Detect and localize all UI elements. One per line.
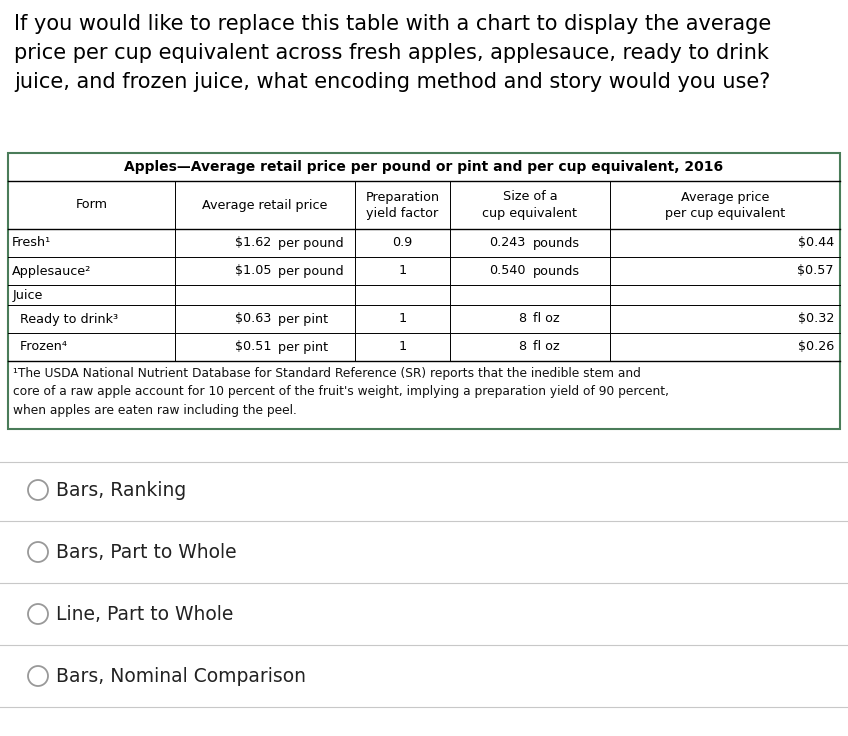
Text: per pint: per pint <box>278 341 328 353</box>
Text: Bars, Nominal Comparison: Bars, Nominal Comparison <box>56 667 306 685</box>
Text: Frozen⁴: Frozen⁴ <box>12 341 67 353</box>
Text: ¹The USDA National Nutrient Database for Standard Reference (SR) reports that th: ¹The USDA National Nutrient Database for… <box>13 367 669 417</box>
Text: Applesauce²: Applesauce² <box>12 264 92 277</box>
Text: 8: 8 <box>518 313 526 325</box>
Text: per pound: per pound <box>278 236 343 250</box>
Bar <box>8 153 840 429</box>
Text: per pound: per pound <box>278 264 343 277</box>
Text: Average price
per cup equivalent: Average price per cup equivalent <box>665 191 785 219</box>
Text: Bars, Part to Whole: Bars, Part to Whole <box>56 542 237 562</box>
Text: 8: 8 <box>518 341 526 353</box>
Text: Fresh¹: Fresh¹ <box>12 236 51 250</box>
Text: fl oz: fl oz <box>533 341 560 353</box>
Text: $0.44: $0.44 <box>798 236 834 250</box>
Text: pounds: pounds <box>533 264 580 277</box>
Text: per pint: per pint <box>278 313 328 325</box>
Text: 0.243: 0.243 <box>489 236 526 250</box>
Text: Juice: Juice <box>13 289 43 302</box>
Text: $0.26: $0.26 <box>798 341 834 353</box>
Text: Size of a
cup equivalent: Size of a cup equivalent <box>483 191 577 219</box>
Text: fl oz: fl oz <box>533 313 560 325</box>
Text: 0.540: 0.540 <box>489 264 526 277</box>
Text: $1.62: $1.62 <box>235 236 271 250</box>
Text: 1: 1 <box>399 313 406 325</box>
Text: $0.51: $0.51 <box>235 341 271 353</box>
Text: Ready to drink³: Ready to drink³ <box>12 313 118 325</box>
Text: Form: Form <box>75 199 108 211</box>
Text: 1: 1 <box>399 341 406 353</box>
Text: Line, Part to Whole: Line, Part to Whole <box>56 604 233 623</box>
Text: Apples—Average retail price per pound or pint and per cup equivalent, 2016: Apples—Average retail price per pound or… <box>125 160 723 174</box>
Text: $0.57: $0.57 <box>797 264 834 277</box>
Text: $0.32: $0.32 <box>798 313 834 325</box>
Text: $1.05: $1.05 <box>235 264 271 277</box>
Text: 0.9: 0.9 <box>393 236 413 250</box>
Text: Bars, Ranking: Bars, Ranking <box>56 481 187 500</box>
Text: If you would like to replace this table with a chart to display the average
pric: If you would like to replace this table … <box>14 14 771 91</box>
Text: 1: 1 <box>399 264 406 277</box>
Text: $0.63: $0.63 <box>235 313 271 325</box>
Text: pounds: pounds <box>533 236 580 250</box>
Text: Preparation
yield factor: Preparation yield factor <box>365 191 439 219</box>
Text: Average retail price: Average retail price <box>203 199 327 211</box>
